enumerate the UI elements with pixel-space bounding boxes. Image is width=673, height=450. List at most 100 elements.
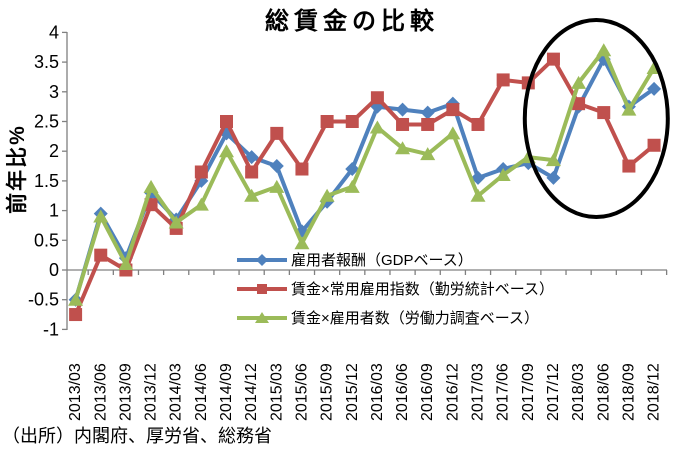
chart-title: 総賃金の比較	[265, 8, 439, 35]
data-point-marker-s2	[294, 236, 310, 250]
data-point-marker-s2	[545, 153, 561, 167]
legend-label: 賃金×雇用者数（労働力調査ベース）	[291, 310, 540, 327]
y-tick-label: 1.5	[34, 171, 59, 191]
y-tick-label: 2.5	[34, 112, 59, 132]
x-axis-label: 2016/06	[394, 363, 411, 421]
y-tick-label: -1	[43, 319, 59, 339]
data-point-marker-s2	[193, 197, 209, 211]
x-axis-label: 2013/06	[92, 363, 109, 421]
data-point-marker-s2	[420, 147, 436, 161]
x-axis-label: 2018/12	[646, 363, 663, 421]
data-point-marker-s1	[94, 248, 108, 262]
x-axis-label: 2013/09	[117, 363, 134, 421]
legend-marker-square-icon	[257, 283, 267, 294]
data-point-marker-s2	[244, 188, 260, 202]
x-axis-label: 2014/09	[218, 363, 235, 421]
x-axis-label: 2016/03	[369, 363, 386, 421]
data-point-marker-s1	[647, 138, 661, 152]
data-point-marker-s1	[496, 73, 510, 87]
legend-label: 賃金×常用雇用指数（勤労統計ベース）	[291, 281, 555, 298]
y-tick-label: 1	[49, 201, 59, 221]
data-point-marker-s1	[194, 165, 208, 179]
data-point-marker-s1	[396, 117, 410, 131]
x-axis-label: 2013/12	[143, 363, 160, 421]
data-point-marker-s0	[420, 105, 435, 120]
data-point-marker-s1	[622, 159, 636, 173]
x-axis-label: 2016/12	[444, 363, 461, 421]
data-point-marker-s2	[319, 188, 335, 202]
data-point-marker-s2	[621, 102, 637, 116]
x-axis-label: 2015/03	[268, 363, 285, 421]
y-tick-label: 0.5	[34, 230, 59, 250]
data-point-marker-s0	[269, 159, 284, 174]
data-point-marker-s1	[370, 91, 384, 105]
x-axis-label: 2018/06	[595, 363, 612, 421]
data-point-marker-s1	[245, 165, 259, 179]
legend-swatch-square-icon	[237, 283, 287, 294]
legend-item: 賃金×常用雇用指数（勤労統計ベース）	[237, 274, 554, 303]
data-point-marker-s2	[445, 126, 461, 140]
data-point-marker-s2	[168, 215, 184, 229]
data-point-marker-s2	[344, 179, 360, 193]
data-point-marker-s2	[68, 292, 84, 306]
data-point-marker-s2	[143, 179, 159, 193]
data-point-marker-s2	[269, 179, 285, 193]
legend-swatch-triangle-icon	[237, 311, 287, 323]
data-point-marker-s2	[219, 144, 234, 158]
x-axis-label: 2015/06	[293, 363, 310, 421]
x-axis-label: 2014/12	[243, 363, 260, 421]
x-axis-label: 2016/09	[419, 363, 436, 421]
data-point-marker-s1	[270, 126, 284, 140]
x-axis-label: 2017/12	[545, 363, 562, 421]
x-axis-label: 2015/12	[344, 363, 361, 421]
x-axis-label: 2017/03	[470, 363, 487, 421]
legend-item: 賃金×雇用者数（労働力調査ベース）	[237, 303, 554, 332]
data-point-marker-s1	[295, 162, 309, 176]
data-point-marker-s1	[597, 106, 611, 120]
x-axis-label: 2017/06	[495, 363, 512, 421]
legend: 雇用者報酬（GDPベース） 賃金×常用雇用指数（勤労統計ベース） 賃金×雇用者数（労…	[237, 245, 554, 332]
data-point-marker-s1	[572, 97, 586, 111]
x-axis-label: 2018/09	[620, 363, 637, 421]
legend-swatch-diamond-icon	[237, 253, 287, 266]
data-point-marker-s1	[69, 308, 83, 322]
legend-marker-triangle-icon	[255, 311, 269, 323]
data-point-marker-s1	[471, 117, 485, 131]
y-tick-label: 4	[49, 22, 59, 42]
series-line-2	[73, 48, 656, 302]
data-point-marker-s1	[345, 115, 359, 128]
x-axis-label: 2018/03	[570, 363, 587, 421]
data-point-marker-s2	[596, 43, 612, 57]
y-tick-label: 3	[49, 82, 59, 102]
y-tick-label: 2	[49, 141, 59, 161]
source-note: （出所）内閣府、厚労省、総務省	[2, 426, 272, 446]
data-point-marker-s2	[369, 120, 385, 134]
data-point-marker-s2	[118, 257, 134, 271]
x-axis-label: 2014/06	[193, 363, 210, 421]
x-axis-label: 2017/09	[520, 363, 537, 421]
data-point-marker-s2	[495, 167, 511, 181]
x-axis-label: 2014/03	[168, 363, 185, 421]
x-axis-label: 2015/09	[319, 363, 336, 421]
data-point-marker-s1	[320, 115, 334, 128]
data-point-marker-s2	[395, 141, 411, 155]
data-point-marker-s0	[345, 162, 360, 177]
x-axis-label: 2013/03	[67, 363, 84, 421]
data-point-marker-s2	[571, 75, 587, 89]
y-tick-label: 3.5	[34, 52, 59, 72]
data-point-marker-s1	[220, 115, 233, 128]
legend-item: 雇用者報酬（GDPベース）	[237, 245, 554, 274]
data-point-marker-s0	[546, 170, 561, 185]
data-point-marker-s1	[446, 103, 460, 117]
data-point-marker-s1	[421, 117, 435, 131]
legend-marker-diamond-icon	[256, 253, 268, 266]
data-point-marker-s1	[546, 52, 560, 66]
y-tick-label: -0.5	[28, 290, 59, 310]
legend-label: 雇用者報酬（GDPベース）	[291, 252, 473, 269]
data-point-marker-s0	[471, 170, 485, 185]
data-point-marker-s0	[395, 102, 410, 117]
highlight-ellipse	[522, 18, 670, 219]
y-tick-label: 0	[49, 260, 59, 280]
